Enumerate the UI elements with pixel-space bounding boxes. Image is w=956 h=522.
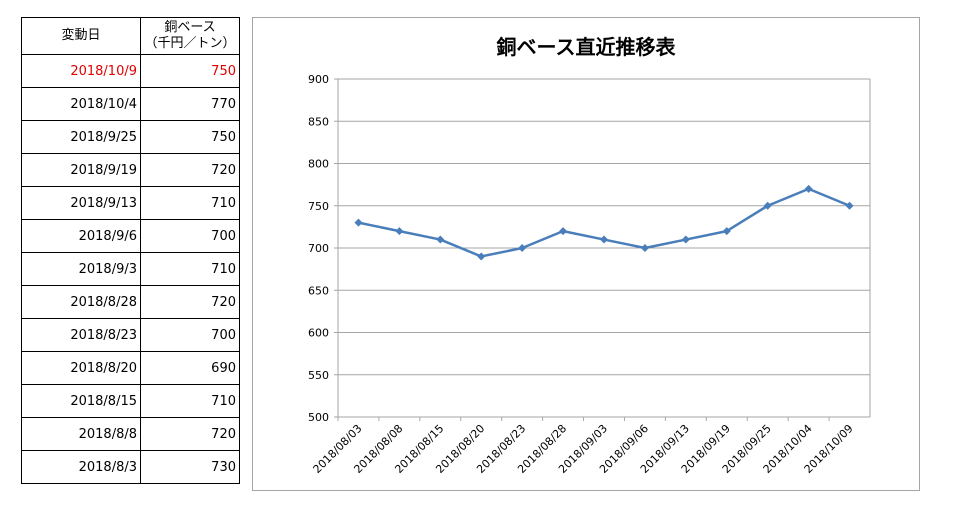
data-point-marker [640,244,649,252]
row-value: 750 [140,120,240,154]
table-row: 2018/8/23 700 [21,318,240,352]
data-point-marker [436,235,445,244]
table-row: 2018/8/15 710 [21,384,240,418]
row-value: 720 [140,153,240,187]
table-row: 2018/8/3 730 [21,450,240,484]
row-date: 2018/8/23 [21,318,141,352]
table-row: 2018/8/20 690 [21,351,240,385]
table-row: 2018/9/25 750 [21,120,240,154]
row-value: 770 [140,87,240,121]
data-point-marker [722,227,731,236]
row-date: 2018/10/4 [21,87,141,121]
data-point-marker [600,235,608,244]
row-value: 730 [140,450,240,484]
data-point-marker [804,184,813,193]
chart-area: 銅ベース直近推移表 500 550 600 650 700 750 800 850 900 20… [252,17,920,491]
data-point-marker [477,252,486,261]
line-chart: 銅ベース直近推移表 500 550 600 650 700 750 800 850 900 20… [308,35,871,476]
row-value: 710 [140,252,240,286]
y-tick-label: 850 [308,115,329,128]
row-date: 2018/8/28 [21,285,141,319]
row-date: 2018/8/15 [21,384,141,418]
y-tick-label: 700 [308,242,329,255]
y-tick-label: 650 [308,284,329,297]
series-polyline [358,187,851,258]
table-row: 2018/10/4 770 [21,87,240,121]
data-point-marker [354,218,363,227]
table-row: 2018/9/19 720 [21,153,240,187]
data-point-marker [763,201,772,210]
data-point-marker [518,244,527,252]
header-copper-base-unit: （千円／トン） [144,36,236,51]
row-date: 2018/9/6 [21,219,141,253]
copper-base-table: 変動日 銅ベース （千円／トン） 2018/10/9 750 2018/10/4 77… [21,17,240,484]
header-change-date: 変動日 [21,17,141,55]
row-value: 690 [140,351,240,385]
chart-title: 銅ベース直近推移表 [497,35,677,59]
data-point-marker [845,201,854,210]
table-header-row: 変動日 銅ベース （千円／トン） [21,17,240,55]
row-date: 2018/9/3 [21,252,141,286]
y-tick-label: 750 [308,200,329,213]
x-tick-labels: 2018/08/032018/08/082018/08/152018/08/20… [311,422,856,476]
row-value: 720 [140,417,240,451]
header-copper-base-line1: 銅ベース [164,20,216,35]
series-markers [354,184,854,261]
row-date: 2018/8/8 [21,417,141,451]
row-date: 2018/9/19 [21,153,141,187]
y-tick-labels: 500 550 600 650 700 750 800 850 900 [308,73,329,424]
y-tick-label: 800 [308,158,329,171]
table-row: 2018/8/8 720 [21,417,240,451]
table-row: 2018/9/6 700 [21,219,240,253]
row-date: 2018/9/13 [21,186,141,220]
row-date: 2018/8/3 [21,450,141,484]
y-tick-label: 900 [308,73,329,86]
axes [337,79,871,421]
y-tick-label: 500 [308,411,329,424]
header-copper-base: 銅ベース （千円／トン） [140,17,240,55]
table-row: 2018/9/13 710 [21,186,240,220]
row-value: 700 [140,219,240,253]
row-value: 700 [140,318,240,352]
data-point-marker [681,235,690,244]
row-value: 710 [140,186,240,220]
table-row: 2018/10/9 750 [21,54,240,88]
data-point-marker [559,227,568,236]
table-body: 2018/10/9 750 2018/10/4 770 2018/9/25 750 2018… [21,54,240,484]
row-date: 2018/9/25 [21,120,141,154]
y-tick-label: 550 [308,369,329,382]
row-date: 2018/10/9 [21,54,141,88]
data-point-marker [395,227,404,236]
table-row: 2018/9/3 710 [21,252,240,286]
y-tick-label: 600 [308,327,329,340]
series-line [358,187,851,258]
row-value: 710 [140,384,240,418]
table-row: 2018/8/28 720 [21,285,240,319]
row-value: 720 [140,285,240,319]
gridlines [334,78,870,418]
row-value: 750 [140,54,240,88]
row-date: 2018/8/20 [21,351,141,385]
